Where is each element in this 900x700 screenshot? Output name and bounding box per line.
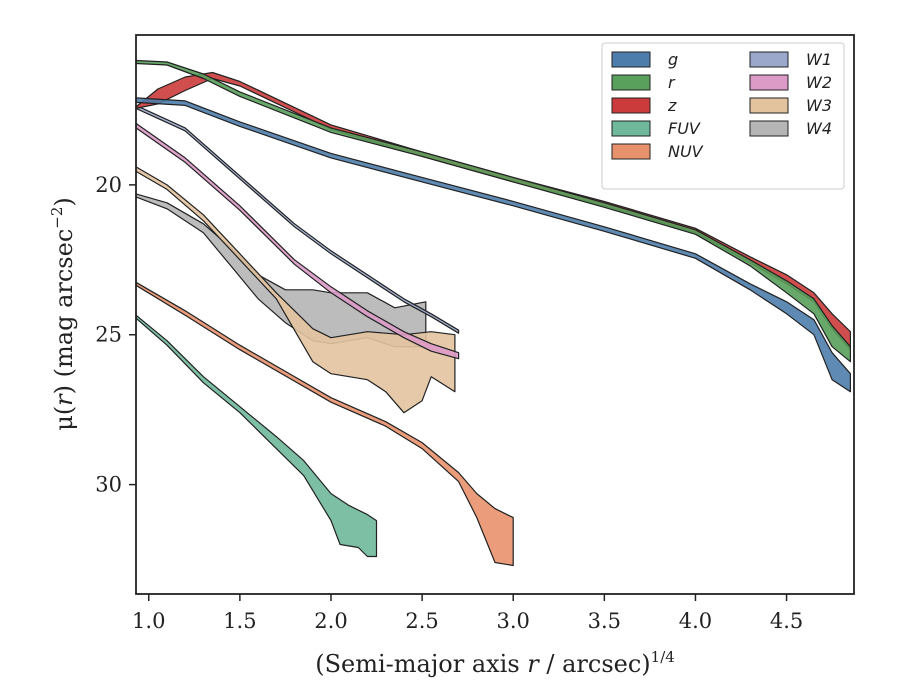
- legend-label-z: z: [667, 96, 677, 115]
- legend-label-r: r: [668, 73, 676, 92]
- legend-label-nuv: NUV: [668, 142, 704, 161]
- x-tick-label: 1.5: [223, 609, 256, 633]
- legend-label-w3: W3: [806, 96, 832, 115]
- legend-swatch-w4: [749, 120, 789, 137]
- legend-swatch-r: [611, 74, 651, 91]
- x-tick-label: 3.0: [497, 609, 530, 633]
- band-area-w1: [135, 104, 460, 334]
- x-axis-label: (Semi-major axis r / arcsec)1/4: [315, 648, 675, 678]
- band-area-w2: [135, 122, 460, 360]
- legend-swatch-w2: [749, 74, 789, 91]
- legend-label-g: g: [668, 50, 678, 69]
- legend-swatch-z: [611, 97, 651, 114]
- y-tick-label: 30: [95, 473, 122, 497]
- legend-label-w2: W2: [806, 73, 832, 92]
- x-tick-label: 2.0: [314, 609, 347, 633]
- band-area-r: [135, 59, 851, 363]
- band-area-w3: [135, 166, 456, 414]
- y-tick-label: 20: [95, 173, 122, 197]
- x-tick-label: 1.0: [132, 609, 165, 633]
- x-tick-label: 4.5: [770, 609, 803, 633]
- legend-label-w1: W1: [806, 50, 832, 69]
- legend-swatch-nuv: [611, 143, 651, 160]
- legend: grz FUV NUV W1 W2 W3 W4: [601, 42, 845, 190]
- x-tick-label: 2.5: [405, 609, 438, 633]
- band-areas: [135, 59, 851, 567]
- legend-label-w4: W4: [806, 119, 832, 138]
- legend-swatch-w1: [749, 51, 789, 68]
- x-tick-label: 4.0: [679, 609, 712, 633]
- plot-frame: [135, 34, 855, 595]
- legend-swatch-g: [611, 51, 651, 68]
- legend-swatch-fuv: [611, 120, 651, 137]
- y-ticks: 20 25 30: [95, 173, 136, 497]
- x-ticks: 1.0 1.5 2.0 2.5 3.0 3.5 4.0 4.5: [132, 594, 803, 633]
- band-area-g: [135, 97, 851, 393]
- x-tick-label: 3.5: [588, 609, 621, 633]
- band-area-nuv: [135, 281, 514, 567]
- legend-label-fuv: FUV: [668, 119, 701, 138]
- legend-swatch-w3: [749, 97, 789, 114]
- y-tick-label: 25: [95, 323, 122, 347]
- y-axis-label: μ(r) (mag arcsec−2): [48, 197, 78, 431]
- band-area-fuv: [135, 314, 378, 558]
